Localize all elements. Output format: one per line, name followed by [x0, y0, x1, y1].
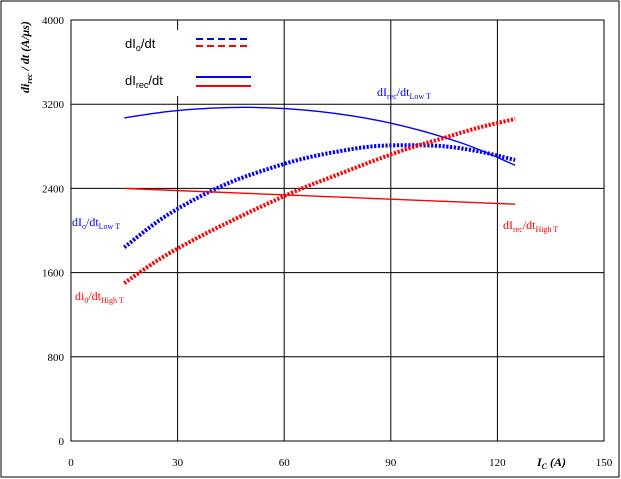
x-tick-label-150: 150: [596, 457, 613, 469]
y-tick-label-0: 0: [59, 436, 65, 448]
annotation-direc-high-t: dIrec/dtHigh T: [503, 218, 558, 234]
y-tick-label-3200: 3200: [42, 99, 65, 111]
legend-label-dio: dIo/dt: [125, 36, 156, 53]
y-tick-label-2400: 2400: [42, 183, 65, 195]
x-tick-label-60: 60: [279, 457, 291, 469]
x-tick-label-30: 30: [172, 457, 184, 469]
x-tick-label-0: 0: [68, 457, 74, 469]
annotation-di0-high-t: di0/dtHigh T: [75, 289, 124, 305]
annotation-dio-low-t: dIo/dtLow T: [72, 215, 120, 231]
y-tick-label-1600: 1600: [42, 268, 65, 280]
annotation-direc-low-t: dIrec/dtLow T: [377, 85, 431, 101]
series-line-o_low: [123, 143, 516, 249]
grid: [70, 19, 605, 442]
plot-area-frame: [70, 19, 605, 442]
series-line-rec_low: [124, 106, 516, 166]
x-tick-label-120: 120: [489, 457, 506, 469]
series-line-rec_high: [124, 187, 516, 205]
legend-label-direc: dIrec/dt: [125, 73, 163, 90]
y-tick-label-4000: 4000: [42, 15, 65, 27]
x-tick-label-90: 90: [385, 457, 397, 469]
x-axis-label: IC (A): [536, 455, 566, 471]
y-axis-label: direc / dt (A/μs): [18, 21, 34, 93]
series-layer: [123, 106, 516, 285]
series-line-o_high: [123, 116, 516, 285]
y-tick-label-800: 800: [48, 352, 65, 364]
legend: dIo/dt dIrec/dt: [112, 30, 262, 96]
tick-labels: 0 30 60 90 120 150 0 800 1600 2400 3200 4000: [42, 15, 613, 469]
